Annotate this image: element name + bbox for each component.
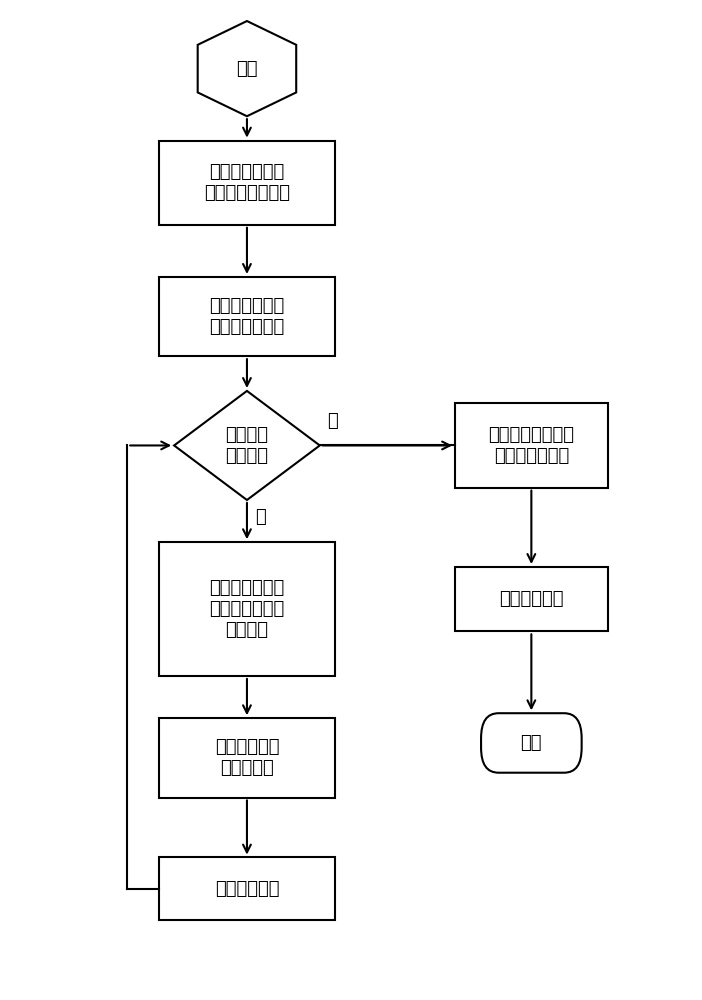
- FancyBboxPatch shape: [455, 403, 608, 488]
- Text: 否: 否: [256, 508, 266, 526]
- Text: 开始: 开始: [236, 60, 258, 78]
- Text: 获得当日各台区
变的负荷预测曲线: 获得当日各台区 变的负荷预测曲线: [204, 163, 290, 202]
- FancyBboxPatch shape: [455, 567, 608, 631]
- Text: 结束: 结束: [521, 734, 542, 752]
- FancyBboxPatch shape: [481, 713, 582, 773]
- FancyBboxPatch shape: [159, 857, 336, 920]
- Text: 根据位置就近规划
储能车移动路径: 根据位置就近规划 储能车移动路径: [489, 426, 574, 465]
- Text: 执行调度方案: 执行调度方案: [499, 590, 564, 608]
- FancyBboxPatch shape: [159, 718, 336, 798]
- FancyBboxPatch shape: [159, 542, 336, 676]
- Text: 计算总减载电量
和储能车总电量: 计算总减载电量 和储能车总电量: [209, 297, 284, 336]
- Text: 以减载总电量最
大化为目标建立
调度模型: 以减载总电量最 大化为目标建立 调度模型: [209, 579, 284, 639]
- Polygon shape: [174, 391, 320, 500]
- Text: 是: 是: [326, 412, 338, 430]
- FancyBboxPatch shape: [159, 141, 336, 225]
- FancyBboxPatch shape: [159, 277, 336, 356]
- Text: 粒子群算法优
化模型参数: 粒子群算法优 化模型参数: [215, 738, 279, 777]
- Polygon shape: [198, 21, 296, 116]
- Text: 是否满足
减载需求: 是否满足 减载需求: [225, 426, 268, 465]
- Text: 执行调度指令: 执行调度指令: [215, 880, 279, 898]
